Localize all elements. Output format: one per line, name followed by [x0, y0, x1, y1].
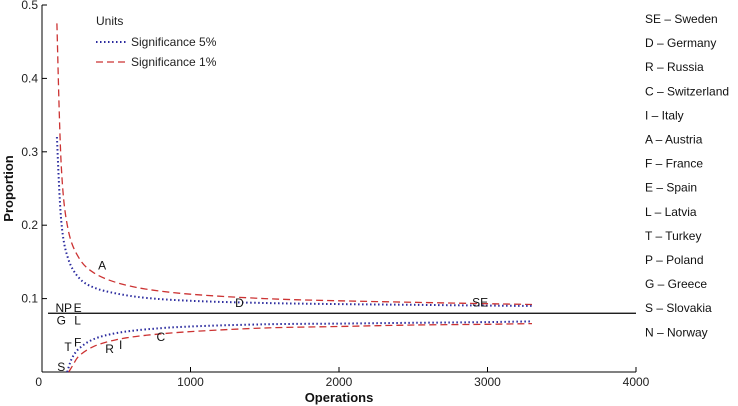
legend-title: Units [96, 14, 123, 28]
point-label-c: C [156, 330, 165, 344]
key-entry: F – France [645, 157, 703, 171]
y-tick-label: 0.2 [21, 218, 38, 232]
point-label-p: P [64, 301, 72, 315]
point-label-f: F [74, 336, 81, 350]
legend-label-significance-1: Significance 1% [131, 55, 217, 69]
key-entry: P – Poland [645, 253, 704, 267]
y-tick-label: 0.4 [21, 71, 38, 85]
point-label-e: E [74, 301, 82, 315]
chart-curves [55, 23, 533, 373]
y-axis-title: Proportion [1, 155, 16, 221]
key-entry: SE – Sweden [645, 12, 718, 26]
chart-points: SE D A N P EG L C IR FTS [55, 259, 488, 374]
point-label-d: D [235, 296, 244, 310]
x-tick-label: 0 [35, 375, 42, 389]
key-entry: E – Spain [645, 181, 697, 195]
curve-lower-significance-1 [68, 322, 533, 373]
key-entry: D – Germany [645, 36, 716, 50]
key-entry: N – Norway [645, 325, 708, 339]
key-entry: T – Turkey [645, 229, 701, 243]
y-tick-label: 0.1 [21, 292, 38, 306]
point-label-i: I [119, 338, 122, 352]
x-tick-label: 2000 [326, 375, 353, 389]
point-label-g: G [57, 314, 66, 328]
y-tick-label: 0.5 [21, 0, 38, 12]
chart-legend: Units Significance 5% Significance 1% [96, 14, 217, 69]
key-entry: R – Russia [645, 60, 704, 74]
key-entry: S – Slovakia [645, 301, 712, 315]
key-entry: C – Switzerland [645, 84, 729, 98]
key-entry: L – Latvia [645, 205, 697, 219]
point-label-n: N [55, 301, 64, 315]
country-key: SE – Sweden D – Germany R – Russia C – Swit… [645, 12, 729, 339]
x-tick-label: 1000 [177, 375, 204, 389]
point-label-t: T [64, 340, 72, 354]
key-entry: I – Italy [645, 108, 684, 122]
point-label-a: A [98, 259, 106, 273]
key-entry: G – Greece [645, 277, 707, 291]
curve-upper-significance-5 [55, 137, 533, 307]
y-tick-label: 0.3 [21, 145, 38, 159]
key-entry: A – Austria [645, 133, 703, 147]
point-label-r: R [105, 342, 114, 356]
point-label-se: SE [472, 295, 488, 309]
point-label-s: S [57, 360, 65, 374]
legend-label-significance-5: Significance 5% [131, 35, 217, 49]
curve-lower-significance-5 [66, 320, 533, 373]
point-label-l: L [74, 314, 81, 328]
x-axis-title: Operations [305, 390, 374, 405]
x-tick-label: 4000 [623, 375, 650, 389]
chart-axes: 0 1000 2000 3000 4000 0.1 0.2 0.3 0.4 0.5 Operatio… [1, 0, 650, 405]
x-tick-label: 3000 [474, 375, 501, 389]
curve-upper-significance-1 [56, 23, 533, 306]
